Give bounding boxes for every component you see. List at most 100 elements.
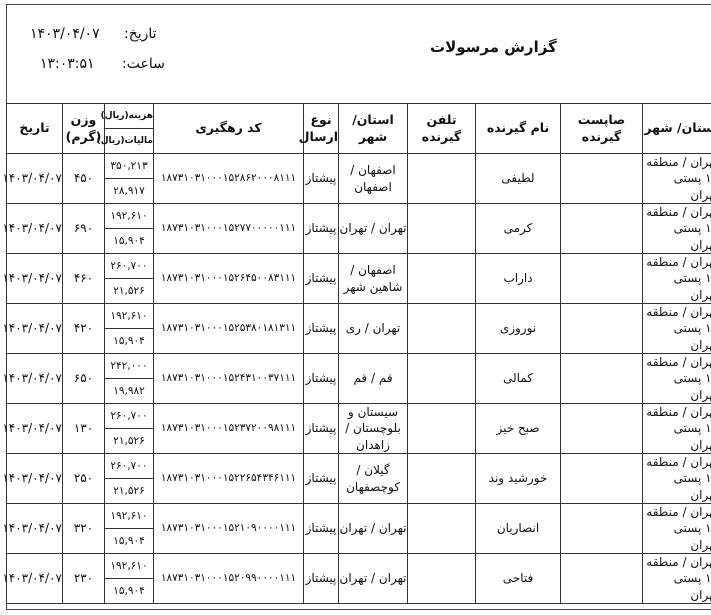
name: کمالی: [475, 353, 561, 404]
sender-city: تهران / منطقه ۱۵ پستی تهران: [642, 203, 711, 254]
tax: ۲۸,۹۱۷: [113, 185, 145, 197]
shipment-row: تهران / منطقه ۱۵ پستی تهران صبح خیز سیستان…: [2, 403, 711, 454]
sapost-empty: [560, 253, 643, 304]
city: قم / قم: [338, 353, 408, 404]
cost: ۲۶۰,۷۰۰: [105, 404, 153, 429]
weight: ۲۵۰: [62, 453, 105, 504]
shipment-row: تهران / منطقه ۱۵ پستی تهران خورشید وند گیل…: [2, 453, 711, 504]
city-header: استان/ شهر: [338, 103, 408, 154]
date: ۱۴۰۳/۰۴/۰۷: [2, 303, 63, 354]
report-time: ۱۳:۰۳:۵۱: [40, 56, 95, 72]
cost-tax-cell: ۲۴۲,۰۰۰ ۱۹,۹۸۲: [104, 353, 154, 404]
date-label: تاریخ:: [124, 26, 157, 42]
sapost-empty: [560, 353, 643, 404]
time-label: ساعت:: [122, 56, 165, 72]
phone-empty: [407, 453, 476, 504]
code-header: کد رهگیری: [153, 103, 304, 154]
shipment-row: تهران / منطقه ۱۵ پستی تهران داراب اصفهان /…: [2, 253, 711, 304]
city: تهران / تهران: [338, 203, 408, 254]
sender-city: تهران / منطقه ۱۵ پستی تهران: [642, 403, 711, 454]
weight: ۴۵۰: [62, 153, 105, 204]
report-date: ۱۴۰۳/۰۴/۰۷: [30, 26, 100, 42]
cost: ۱۹۲,۶۱۰: [105, 304, 153, 329]
cost: ۱۹۲,۶۱۰: [105, 504, 153, 529]
shipment-row: تهران / منطقه ۱۵ پستی تهران انصاریان تهران…: [2, 503, 711, 554]
cost: ۲۶۰,۷۰۰: [105, 254, 153, 279]
sender-city-header: استان/ شهر: [642, 103, 711, 154]
cost-tax-cell: ۳۵۰,۲۱۳ ۲۸,۹۱۷: [104, 153, 154, 204]
name: فتاحی: [475, 553, 561, 604]
sender-city: تهران / منطقه ۱۵ پستی تهران: [642, 253, 711, 304]
type: پیشتاز: [303, 203, 339, 254]
cost: ۱۹۲,۶۱۰: [105, 554, 153, 579]
weight: ۴۲۰: [62, 303, 105, 354]
code: ۱۸۷۳۱۰۳۱۰۰۰۱۵۲۱۰۹۰۰۰۰۱۱۱: [153, 503, 304, 554]
type: پیشتاز: [303, 553, 339, 604]
type: پیشتاز: [303, 503, 339, 554]
code: ۱۸۷۳۱۰۳۱۰۰۰۱۵۲۴۳۱۰۰۳۷۱۱۱: [153, 353, 304, 404]
date: ۱۴۰۳/۰۴/۰۷: [2, 403, 63, 454]
cost: ۲۶۰,۷۰۰: [105, 454, 153, 479]
phone-empty: [407, 553, 476, 604]
shipment-row: تهران / منطقه ۱۵ پستی تهران لطیفی اصفهان /…: [2, 153, 711, 204]
cost-tax-cell: ۲۶۰,۷۰۰ ۲۱,۵۲۶: [104, 253, 154, 304]
sapost-empty: [560, 453, 643, 504]
cost-header: هزینه(ریال): [101, 104, 153, 129]
city: سیستان و بلوچستان / زاهدان: [338, 403, 408, 454]
city: تهران / ری: [338, 303, 408, 354]
sender-city: تهران / منطقه ۱۵ پستی تهران: [642, 503, 711, 554]
tax: ۱۵,۹۰۴: [113, 335, 145, 347]
name-header: نام گیرنده: [475, 103, 561, 154]
sender-city: تهران / منطقه ۱۵ پستی تهران: [642, 153, 711, 204]
city: اصفهان / شاهین شهر: [338, 253, 408, 304]
tax: ۱۵,۹۰۴: [113, 535, 145, 547]
tax: ۲۱,۵۲۶: [113, 485, 145, 497]
type: پیشتاز: [303, 403, 339, 454]
phone-empty: [407, 503, 476, 554]
phone-header: تلفن گیرنده: [407, 103, 476, 154]
name: خورشید وند: [475, 453, 561, 504]
type: پیشتاز: [303, 153, 339, 204]
city: گیلان / کوچصفهان: [338, 453, 408, 504]
cost: ۳۵۰,۲۱۳: [105, 154, 153, 179]
date: ۱۴۰۳/۰۴/۰۷: [2, 503, 63, 554]
tax: ۲۱,۵۲۶: [113, 435, 145, 447]
name: نوروزی: [475, 303, 561, 354]
name: انصاریان: [475, 503, 561, 554]
city: اصفهان / اصفهان: [338, 153, 408, 204]
sender-city: تهران / منطقه ۱۵ پستی تهران: [642, 303, 711, 354]
code: ۱۸۷۳۱۰۳۱۰۰۰۱۵۲۵۳۸۰۱۸۱۳۱۱: [153, 303, 304, 354]
sender-city: تهران / منطقه ۱۵ پستی تهران: [642, 553, 711, 604]
phone-empty: [407, 253, 476, 304]
date: ۱۴۰۳/۰۴/۰۷: [2, 553, 63, 604]
name: داراب: [475, 253, 561, 304]
date: ۱۴۰۳/۰۴/۰۷: [2, 453, 63, 504]
cost: ۲۴۲,۰۰۰: [105, 354, 153, 379]
type: پیشتاز: [303, 353, 339, 404]
phone-empty: [407, 403, 476, 454]
phone-empty: [407, 153, 476, 204]
report-title: گزارش مرسولات: [430, 38, 557, 56]
code: ۱۸۷۳۱۰۳۱۰۰۰۱۵۲۲۶۵۴۳۴۶۱۱۱: [153, 453, 304, 504]
name: صبح خیز: [475, 403, 561, 454]
phone-empty: [407, 303, 476, 354]
cost-tax-cell: ۱۹۲,۶۱۰ ۱۵,۹۰۴: [104, 203, 154, 254]
code: ۱۸۷۳۱۰۳۱۰۰۰۱۵۲۷۷۰۰۰۰۰۱۱۱: [153, 203, 304, 254]
type: پیشتاز: [303, 253, 339, 304]
shipment-row: تهران / منطقه ۱۵ پستی تهران کمالی قم / قمپ…: [2, 353, 711, 404]
sapost-header: صاپست گیرنده: [560, 103, 643, 154]
phone-empty: [407, 203, 476, 254]
code: ۱۸۷۳۱۰۳۱۰۰۰۱۵۲۸۶۲۰۰۰۸۱۱۱: [153, 153, 304, 204]
sapost-empty: [560, 203, 643, 254]
sapost-empty: [560, 153, 643, 204]
city: تهران / تهران: [338, 553, 408, 604]
sapost-empty: [560, 303, 643, 354]
weight: ۱۳۰: [62, 403, 105, 454]
cost-tax-cell: ۲۶۰,۷۰۰ ۲۱,۵۲۶: [104, 403, 154, 454]
sapost-empty: [560, 553, 643, 604]
weight: ۲۳۰: [62, 553, 105, 604]
tax: ۱۵,۹۰۴: [113, 585, 145, 597]
city: تهران / تهران: [338, 503, 408, 554]
